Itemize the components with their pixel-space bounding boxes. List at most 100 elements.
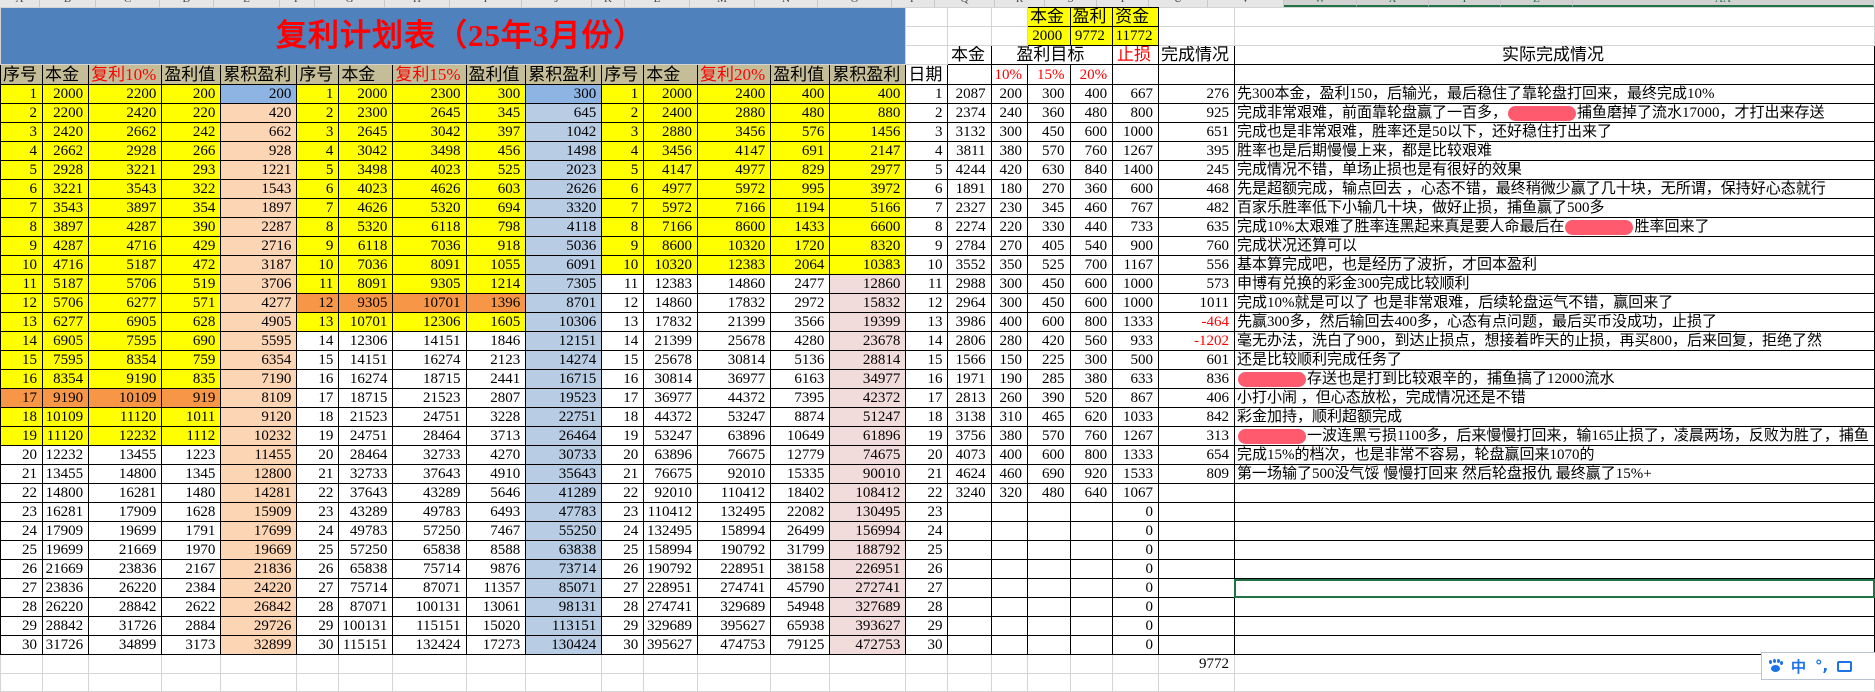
plan-cumulative[interactable]: 5166	[829, 198, 907, 218]
cell[interactable]	[1157, 64, 1235, 85]
plan-seq[interactable]: 24	[601, 521, 645, 541]
plan-cell[interactable]: 2300	[338, 103, 394, 123]
cell[interactable]	[697, 673, 772, 692]
plan-cell[interactable]: 2880	[697, 103, 772, 123]
plan-cell[interactable]: 300	[465, 84, 527, 104]
log-date[interactable]: 3	[905, 122, 949, 142]
plan-cell[interactable]: 5320	[392, 198, 467, 218]
plan-cumulative[interactable]: 3187	[220, 255, 298, 275]
log-cell[interactable]: 380	[1069, 369, 1114, 389]
log-cell[interactable]: 2327	[947, 198, 992, 218]
log-date[interactable]: 23	[905, 502, 949, 522]
plan-cell[interactable]: 7166	[643, 217, 699, 237]
plan-cell[interactable]: 18402	[770, 483, 831, 503]
plan-cumulative[interactable]: 55250	[525, 521, 603, 541]
log-cell[interactable]: 2806	[947, 331, 992, 351]
plan-seq[interactable]: 12	[0, 293, 43, 313]
plan-cell[interactable]: 2000	[643, 84, 699, 104]
summary-value[interactable]: 9772	[1069, 26, 1114, 46]
plan-cell[interactable]: 12232	[41, 445, 90, 465]
plan-cell[interactable]: 3543	[41, 198, 90, 218]
log-cell[interactable]: 600	[1069, 293, 1114, 313]
plan-cell[interactable]: 690	[161, 331, 222, 351]
cell[interactable]	[1157, 26, 1235, 46]
log-cell[interactable]	[1026, 578, 1071, 598]
plan-cell[interactable]: 14151	[338, 350, 394, 370]
plan-seq[interactable]: 13	[0, 312, 43, 332]
cell[interactable]	[1233, 64, 1875, 85]
log-date[interactable]: 29	[905, 616, 949, 636]
log-cell[interactable]	[947, 616, 992, 636]
plan-cell[interactable]: 1605	[465, 312, 527, 332]
plan-cell[interactable]: 2123	[465, 350, 527, 370]
plan-seq[interactable]: 15	[0, 350, 43, 370]
plan-cell[interactable]: 16274	[338, 369, 394, 389]
log-cell[interactable]: 405	[1026, 236, 1071, 256]
plan-header-rate[interactable]: 复利15%	[392, 64, 467, 85]
plan-seq[interactable]: 3	[601, 122, 645, 142]
plan-header-profit[interactable]: 盈利值	[770, 64, 831, 85]
log-date[interactable]: 10	[905, 255, 949, 275]
plan-seq[interactable]: 6	[601, 179, 645, 199]
plan-cell[interactable]: 1628	[161, 502, 222, 522]
plan-cell[interactable]: 16281	[41, 502, 90, 522]
plan-cell[interactable]: 2645	[392, 103, 467, 123]
plan-cumulative[interactable]: 17699	[220, 521, 298, 541]
plan-cell[interactable]: 5187	[88, 255, 163, 275]
plan-cumulative[interactable]: 8701	[525, 293, 603, 313]
plan-cell[interactable]: 354	[161, 198, 222, 218]
plan-cumulative[interactable]: 10232	[220, 426, 298, 446]
plan-seq[interactable]: 3	[296, 122, 340, 142]
plan-cell[interactable]: 115151	[392, 616, 467, 636]
plan-cell[interactable]: 32733	[338, 464, 394, 484]
plan-cell[interactable]: 65838	[338, 559, 394, 579]
note-cell[interactable]: 先赢300多，然后输回去400多，心态有点问题，最后买币没成功，止损了	[1233, 312, 1875, 332]
plan-cell[interactable]: 400	[770, 84, 831, 104]
plan-seq[interactable]: 16	[0, 369, 43, 389]
log-header-stop-loss[interactable]: 止损	[1112, 45, 1159, 65]
summary-label[interactable]: 本金	[1026, 7, 1071, 27]
plan-seq[interactable]: 30	[0, 635, 43, 655]
note-cell[interactable]: 完成情况不错，单场止损也是有很好的效果	[1233, 160, 1875, 180]
plan-cell[interactable]: 53247	[697, 407, 772, 427]
log-cell[interactable]: 570	[1026, 426, 1071, 446]
column-letter-M[interactable]: M	[690, 0, 755, 7]
log-cell[interactable]: 3240	[947, 483, 992, 503]
summary-label[interactable]: 盈利	[1069, 7, 1114, 27]
log-cell[interactable]: 4244	[947, 160, 992, 180]
plan-cell[interactable]: 18715	[392, 369, 467, 389]
plan-cell[interactable]: 1214	[465, 274, 527, 294]
column-letter-W[interactable]: W	[1284, 0, 1357, 7]
log-cell[interactable]: 842	[1157, 407, 1235, 427]
cell[interactable]	[697, 654, 772, 674]
plan-seq[interactable]: 10	[296, 255, 340, 275]
plan-cell[interactable]: 8600	[697, 217, 772, 237]
plan-cumulative[interactable]: 3972	[829, 179, 907, 199]
log-cell[interactable]: 225	[1026, 350, 1071, 370]
plan-seq[interactable]: 25	[0, 540, 43, 560]
plan-cell[interactable]: 34899	[88, 635, 163, 655]
log-cell[interactable]	[947, 635, 992, 655]
plan-cell[interactable]: 4147	[697, 141, 772, 161]
plan-cell[interactable]: 54948	[770, 597, 831, 617]
plan-cell[interactable]: 2477	[770, 274, 831, 294]
log-header-principal[interactable]: 本金	[947, 45, 992, 65]
plan-seq[interactable]: 7	[296, 198, 340, 218]
plan-seq[interactable]: 29	[0, 616, 43, 636]
log-cell[interactable]: 4624	[947, 464, 992, 484]
plan-cell[interactable]: 45790	[770, 578, 831, 598]
log-cell[interactable]: 520	[1069, 388, 1114, 408]
cell[interactable]	[947, 654, 992, 674]
cell[interactable]	[41, 673, 90, 692]
plan-cumulative[interactable]: 130495	[829, 502, 907, 522]
log-cell[interactable]: 310	[990, 407, 1028, 427]
note-cell[interactable]: 胜率也是后期慢慢上来，都是比较艰难	[1233, 141, 1875, 161]
plan-cell[interactable]: 5646	[465, 483, 527, 503]
plan-seq[interactable]: 26	[0, 559, 43, 579]
plan-cell[interactable]: 7036	[392, 236, 467, 256]
plan-cell[interactable]: 345	[465, 103, 527, 123]
plan-cell[interactable]: 132495	[697, 502, 772, 522]
note-cell[interactable]: 一波连黑亏损1100多，后来慢慢打回来，输165止损了，凌晨两场，反败为胜了，捕…	[1233, 426, 1875, 446]
plan-cell[interactable]: 38158	[770, 559, 831, 579]
plan-cumulative[interactable]: 26464	[525, 426, 603, 446]
